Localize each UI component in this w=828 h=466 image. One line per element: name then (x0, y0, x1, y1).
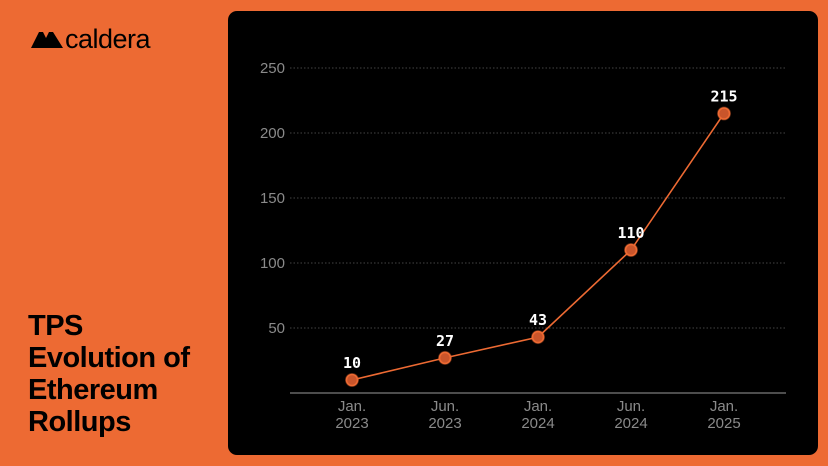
data-point (717, 107, 731, 120)
data-point (531, 330, 545, 344)
y-tick-label: 100 (260, 255, 285, 272)
data-label: 27 (436, 332, 454, 350)
y-axis-ticks: 50 100 150 200 250 (260, 60, 285, 337)
data-point (345, 373, 359, 387)
chart-panel: 50 100 150 200 250 Jan. 2023 Jun. 2023 Jan. 2024 J… (228, 11, 818, 455)
page-title: TPS Evolution of Ethereum Rollups (28, 310, 218, 438)
title-line-4: Rollups (28, 406, 131, 438)
title-line-2: Evolution of (28, 342, 190, 374)
data-points (345, 106, 731, 387)
data-label: 215 (710, 88, 737, 106)
y-tick-label: 200 (260, 125, 285, 142)
x-tick-label: Jun. 2023 (428, 398, 461, 432)
title-line-3: Ethereum (28, 374, 158, 406)
data-point (438, 351, 452, 365)
x-axis-ticks: Jan. 2023 Jun. 2023 Jan. 2024 Jun. 2024 Jan. 2025 (335, 398, 740, 432)
data-labels: 10 27 43 110 215 (343, 88, 738, 373)
grid-lines (290, 67, 786, 329)
x-tick-label: Jan. 2025 (707, 398, 740, 432)
y-tick-label: 150 (260, 190, 285, 207)
x-tick-label: Jan. 2024 (521, 398, 554, 432)
data-label: 10 (343, 354, 361, 372)
caldera-mountain-icon (31, 32, 63, 48)
title-line-1: TPS (28, 310, 83, 342)
y-tick-label: 50 (268, 320, 285, 337)
data-point (624, 243, 638, 257)
data-label: 110 (617, 224, 644, 242)
brand-name: caldera (65, 24, 151, 54)
y-tick-label: 250 (260, 60, 285, 77)
caldera-logo: caldera (31, 24, 151, 54)
x-tick-label: Jun. 2024 (614, 398, 647, 432)
x-tick-label: Jan. 2023 (335, 398, 368, 432)
data-label: 43 (529, 311, 547, 329)
